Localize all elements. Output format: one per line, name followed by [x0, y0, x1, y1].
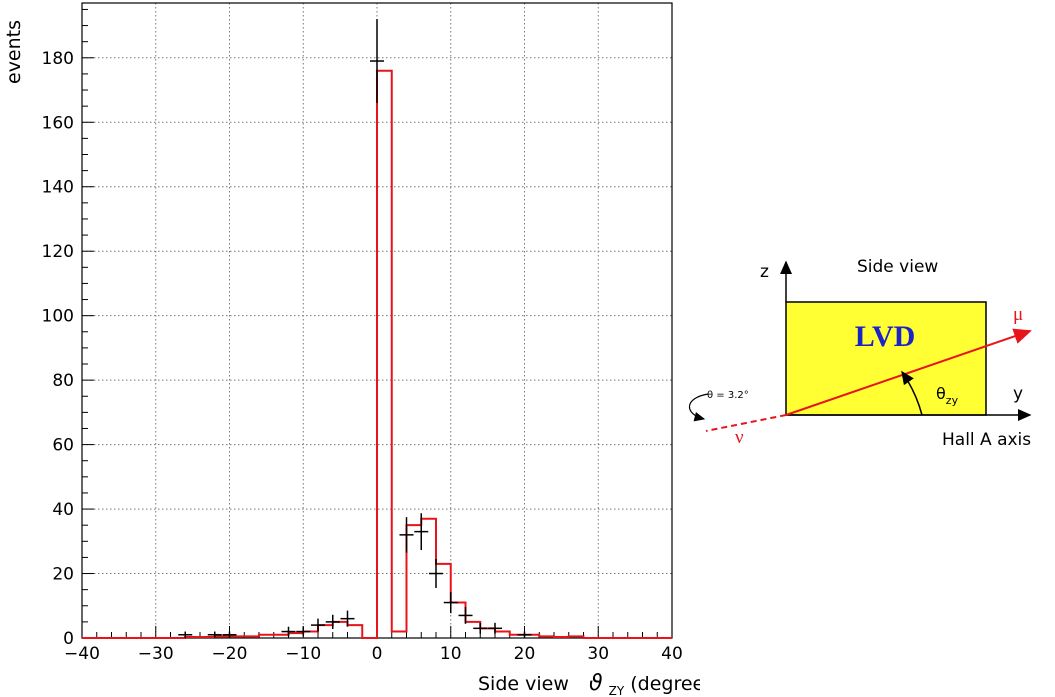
mu-label: μ — [1013, 304, 1023, 325]
data-point — [473, 622, 488, 634]
data-point — [207, 631, 222, 638]
y-tick-label: 100 — [42, 307, 74, 327]
y-tick-label: 80 — [52, 371, 74, 391]
angle-note: θ = 3.2° — [707, 390, 749, 401]
y-tick-label: 40 — [52, 500, 74, 520]
y-tick-label: 20 — [52, 565, 74, 585]
nu-label: ν — [735, 427, 744, 448]
x-tick-label: 10 — [440, 644, 462, 664]
data-point — [178, 631, 193, 638]
x-tick-label: 20 — [514, 644, 536, 664]
data-point — [340, 610, 355, 627]
x-tick-label: −10 — [285, 644, 321, 664]
z-axis-label: z — [760, 262, 769, 282]
data-point — [458, 607, 473, 624]
x-axis-label-symbol: ϑ — [589, 671, 603, 696]
data-point — [414, 513, 429, 551]
x-tick-label: −40 — [64, 644, 100, 664]
data-point — [443, 591, 458, 614]
y-tick-label: 120 — [42, 242, 74, 262]
neutrino-track — [705, 414, 787, 432]
data-points — [178, 19, 532, 638]
x-tick-label: 0 — [372, 644, 383, 664]
data-point — [429, 559, 443, 589]
x-tick-label: −20 — [212, 644, 248, 664]
theta-arc-arrow — [901, 370, 923, 416]
data-point — [296, 626, 311, 637]
y-tick-label: 140 — [42, 178, 74, 198]
data-point — [370, 19, 384, 103]
y-tick-label: 60 — [52, 436, 74, 456]
x-axis-label-sub: ZY — [609, 684, 625, 697]
y-axis-letter: y — [1013, 384, 1023, 404]
x-axis-label-unit: (degrees) — [630, 673, 700, 695]
x-axis-label-text: Side view — [478, 673, 569, 695]
data-point — [399, 517, 414, 553]
histogram-chart: −40 −30 −20 −10 0 10 20 30 40 0 20 40 60 80 100 120 140 1… — [3, 2, 700, 697]
y-axis-label: events — [3, 20, 25, 84]
data-point — [488, 622, 502, 634]
x-tick-label: −30 — [138, 644, 174, 664]
data-point — [222, 631, 237, 638]
data-point — [325, 614, 340, 629]
y-tick-label: 180 — [42, 49, 74, 69]
data-point — [517, 631, 532, 638]
x-axis-label: Side view ϑ ZY (degrees) — [478, 671, 700, 697]
y-tick-label: 160 — [42, 113, 74, 133]
x-tick-label: 40 — [661, 644, 683, 664]
data-point — [311, 618, 325, 632]
diagram-title: Side view — [857, 257, 938, 277]
data-point — [281, 626, 296, 637]
theta-label: θzy — [936, 384, 959, 407]
hall-axis-label: Hall A axis — [942, 430, 1031, 450]
x-tick-label: 30 — [587, 644, 609, 664]
axis-ticks: −40 −30 −20 −10 0 10 20 30 40 0 20 40 60 80 100 120 140 1… — [42, 8, 683, 664]
y-tick-label: 0 — [63, 629, 74, 649]
lvd-label: LVD — [855, 320, 916, 353]
angle-note-arrow — [688, 393, 709, 422]
